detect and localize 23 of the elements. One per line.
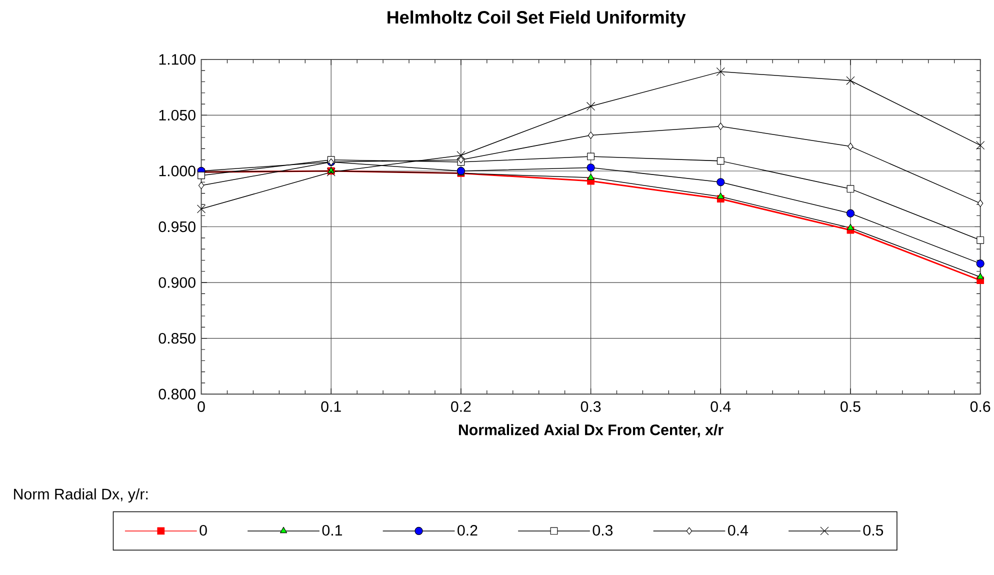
legend-title: Norm Radial Dx, y/r:: [14, 488, 148, 503]
x-tick-label: 0.6: [970, 401, 990, 412]
x-tick-label: 0.2: [451, 401, 471, 412]
x-tick-label: 0.5: [840, 401, 860, 412]
y-tick-label: 1.050: [159, 110, 196, 121]
legend-label: 0.2: [458, 525, 478, 536]
y-tick-label: 0.900: [158, 277, 196, 288]
x-tick-label: 0.1: [321, 401, 341, 412]
x-tick-label: 0.3: [580, 401, 601, 412]
legend-label: 0.1: [322, 525, 342, 536]
legend-label: 0: [200, 525, 207, 536]
chart-title: Helmholtz Coil Set Field Uniformity: [388, 10, 686, 28]
y-tick-label: 0.850: [158, 333, 196, 344]
y-tick-label: 0.950: [158, 221, 196, 232]
x-tick-label: 0.4: [710, 401, 731, 412]
x-tick-label: 0: [198, 401, 205, 412]
y-tick-label: 1.000: [159, 166, 196, 176]
y-tick-label: 0.800: [158, 388, 196, 400]
x-axis-title: Normalized Axial Dx From Center, x/r: [458, 424, 724, 438]
y-tick-label: 1.100: [159, 54, 196, 65]
legend-label: 0.5: [863, 525, 884, 536]
legend-label: 0.3: [592, 525, 613, 536]
legend-label: 0.4: [728, 525, 748, 536]
